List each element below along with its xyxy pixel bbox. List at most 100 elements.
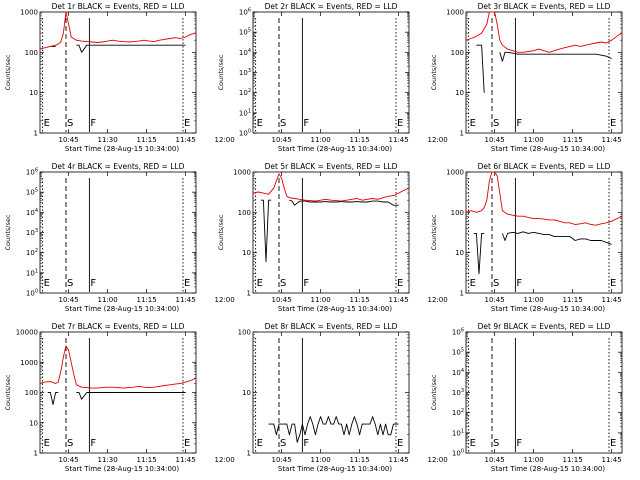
x-tick-label: 10:45: [59, 296, 79, 304]
x-tick-label: 10:45: [485, 296, 505, 304]
y-axis-label: Counts/sec: [4, 374, 12, 410]
y-axis-label: Counts/sec: [4, 214, 12, 250]
y-tick-label: 1: [247, 290, 251, 298]
x-tick-label: 12:00: [215, 136, 235, 144]
plot-frame: [39, 171, 197, 294]
marker-label-e: E: [470, 438, 476, 449]
chart-p5: Det 5r BLACK = Events, RED = LLD 1 10 100 10…: [217, 162, 448, 313]
x-tick-label: 11:45: [602, 296, 622, 304]
chart-p7: Det 7r BLACK = Events, RED = LLD 1 10 100 10…: [4, 322, 235, 473]
y-tick-label: 103: [239, 68, 251, 77]
y-tick-label: 100: [452, 449, 464, 458]
y-tick-label: 100: [26, 289, 38, 298]
y-axis-label: Counts/sec: [217, 214, 225, 250]
chart-p3: Det 3r BLACK = Events, RED = LLD 1 10 100 10…: [430, 2, 623, 153]
y-axis-label: Counts/sec: [4, 54, 12, 90]
marker-label-s: S: [493, 438, 499, 449]
marker-label-e: E: [397, 438, 403, 449]
marker-label-s: S: [493, 278, 499, 289]
x-tick-label: 11:00: [311, 296, 331, 304]
chart-title: Det 7r BLACK = Events, RED = LLD: [52, 322, 185, 331]
marker-label-f: F: [516, 438, 522, 449]
y-tick-label: 106: [452, 328, 464, 337]
chart-title: Det 6r BLACK = Events, RED = LLD: [478, 162, 611, 171]
y-axis-label: Counts/sec: [217, 54, 225, 90]
x-axis-label: Start Time (28-Aug-15 10:34:00): [65, 145, 179, 153]
x-axis-label: Start Time (28-Aug-15 10:34:00): [65, 465, 179, 473]
marker-label-e: E: [257, 118, 263, 129]
y-tick-label: 1000: [446, 169, 464, 177]
marker-label-f: F: [516, 118, 522, 129]
x-axis-label: Start Time (28-Aug-15 10:34:00): [278, 305, 392, 313]
x-tick-label: 10:45: [485, 136, 505, 144]
marker-label-e: E: [184, 278, 190, 289]
y-tick-label: 10: [242, 389, 251, 397]
x-tick-label: 11:15: [563, 296, 583, 304]
series-events: [260, 199, 399, 263]
y-tick-label: 10: [455, 89, 464, 97]
x-tick-label: 11:15: [137, 456, 157, 464]
y-tick-label: 103: [26, 228, 38, 237]
y-tick-label: 100: [451, 49, 464, 57]
y-tick-label: 101: [239, 108, 251, 117]
series-events: [476, 44, 612, 93]
marker-label-s: S: [280, 278, 286, 289]
y-tick-label: 104: [452, 368, 464, 377]
y-tick-label: 100: [451, 209, 464, 217]
chart-title: Det 5r BLACK = Events, RED = LLD: [265, 162, 398, 171]
x-tick-label: 11:45: [602, 136, 622, 144]
marker-label-f: F: [303, 278, 309, 289]
y-tick-label: 1: [460, 130, 464, 138]
marker-label-e: E: [44, 118, 50, 129]
y-tick-label: 1: [34, 130, 38, 138]
x-tick-label: 11:15: [137, 136, 157, 144]
plot-frame: [465, 331, 623, 454]
marker-label-e: E: [397, 278, 403, 289]
marker-label-s: S: [67, 438, 73, 449]
chart-title: Det 1r BLACK = Events, RED = LLD: [52, 2, 185, 11]
x-tick-label: 11:45: [176, 296, 196, 304]
x-tick-label: 10:45: [272, 296, 292, 304]
marker-label-s: S: [280, 118, 286, 129]
x-tick-label: 11:30: [98, 136, 118, 144]
y-tick-label: 106: [26, 168, 38, 177]
x-tick-label: 10:45: [485, 456, 505, 464]
marker-label-e: E: [610, 278, 616, 289]
marker-label-f: F: [90, 118, 96, 129]
y-tick-label: 102: [452, 408, 464, 417]
x-tick-label: 11:45: [602, 456, 622, 464]
plot-frame: [465, 171, 623, 294]
chart-title: Det 3r BLACK = Events, RED = LLD: [478, 2, 611, 11]
y-tick-label: 1000: [20, 359, 38, 367]
x-tick-label: 11:45: [389, 456, 409, 464]
y-tick-label: 100: [238, 329, 251, 337]
x-axis-label: Start Time (28-Aug-15 10:34:00): [491, 145, 605, 153]
x-tick-label: 11:15: [350, 456, 370, 464]
series-lld: [465, 11, 623, 53]
chart-p4: Det 4r BLACK = Events, RED = LLD 100 101 10…: [4, 162, 235, 313]
marker-label-e: E: [257, 278, 263, 289]
y-axis-label: Counts/sec: [430, 374, 438, 410]
marker-label-e: E: [397, 118, 403, 129]
series-events: [47, 392, 186, 405]
y-tick-label: 1000: [20, 9, 38, 17]
y-tick-label: 104: [26, 208, 38, 217]
y-tick-label: 102: [26, 248, 38, 257]
x-tick-label: 12:00: [215, 296, 235, 304]
y-tick-label: 1: [34, 450, 38, 458]
chart-p6: Det 6r BLACK = Events, RED = LLD 1 10 100 10…: [430, 162, 623, 313]
x-tick-label: 12:00: [428, 456, 448, 464]
chart-p1: Det 1r BLACK = Events, RED = LLD 1 10 100 10…: [4, 2, 235, 153]
y-tick-label: 100: [239, 129, 251, 138]
x-tick-label: 11:00: [98, 296, 118, 304]
marker-label-e: E: [610, 438, 616, 449]
series-lld: [252, 173, 410, 202]
x-tick-label: 12:00: [428, 136, 448, 144]
x-tick-label: 11:15: [137, 296, 157, 304]
x-tick-label: 10:45: [59, 136, 79, 144]
x-tick-label: 11:30: [98, 456, 118, 464]
chart-title: Det 4r BLACK = Events, RED = LLD: [52, 162, 185, 171]
x-tick-label: 10:45: [59, 456, 79, 464]
x-tick-label: 11:00: [311, 456, 331, 464]
marker-label-f: F: [303, 118, 309, 129]
